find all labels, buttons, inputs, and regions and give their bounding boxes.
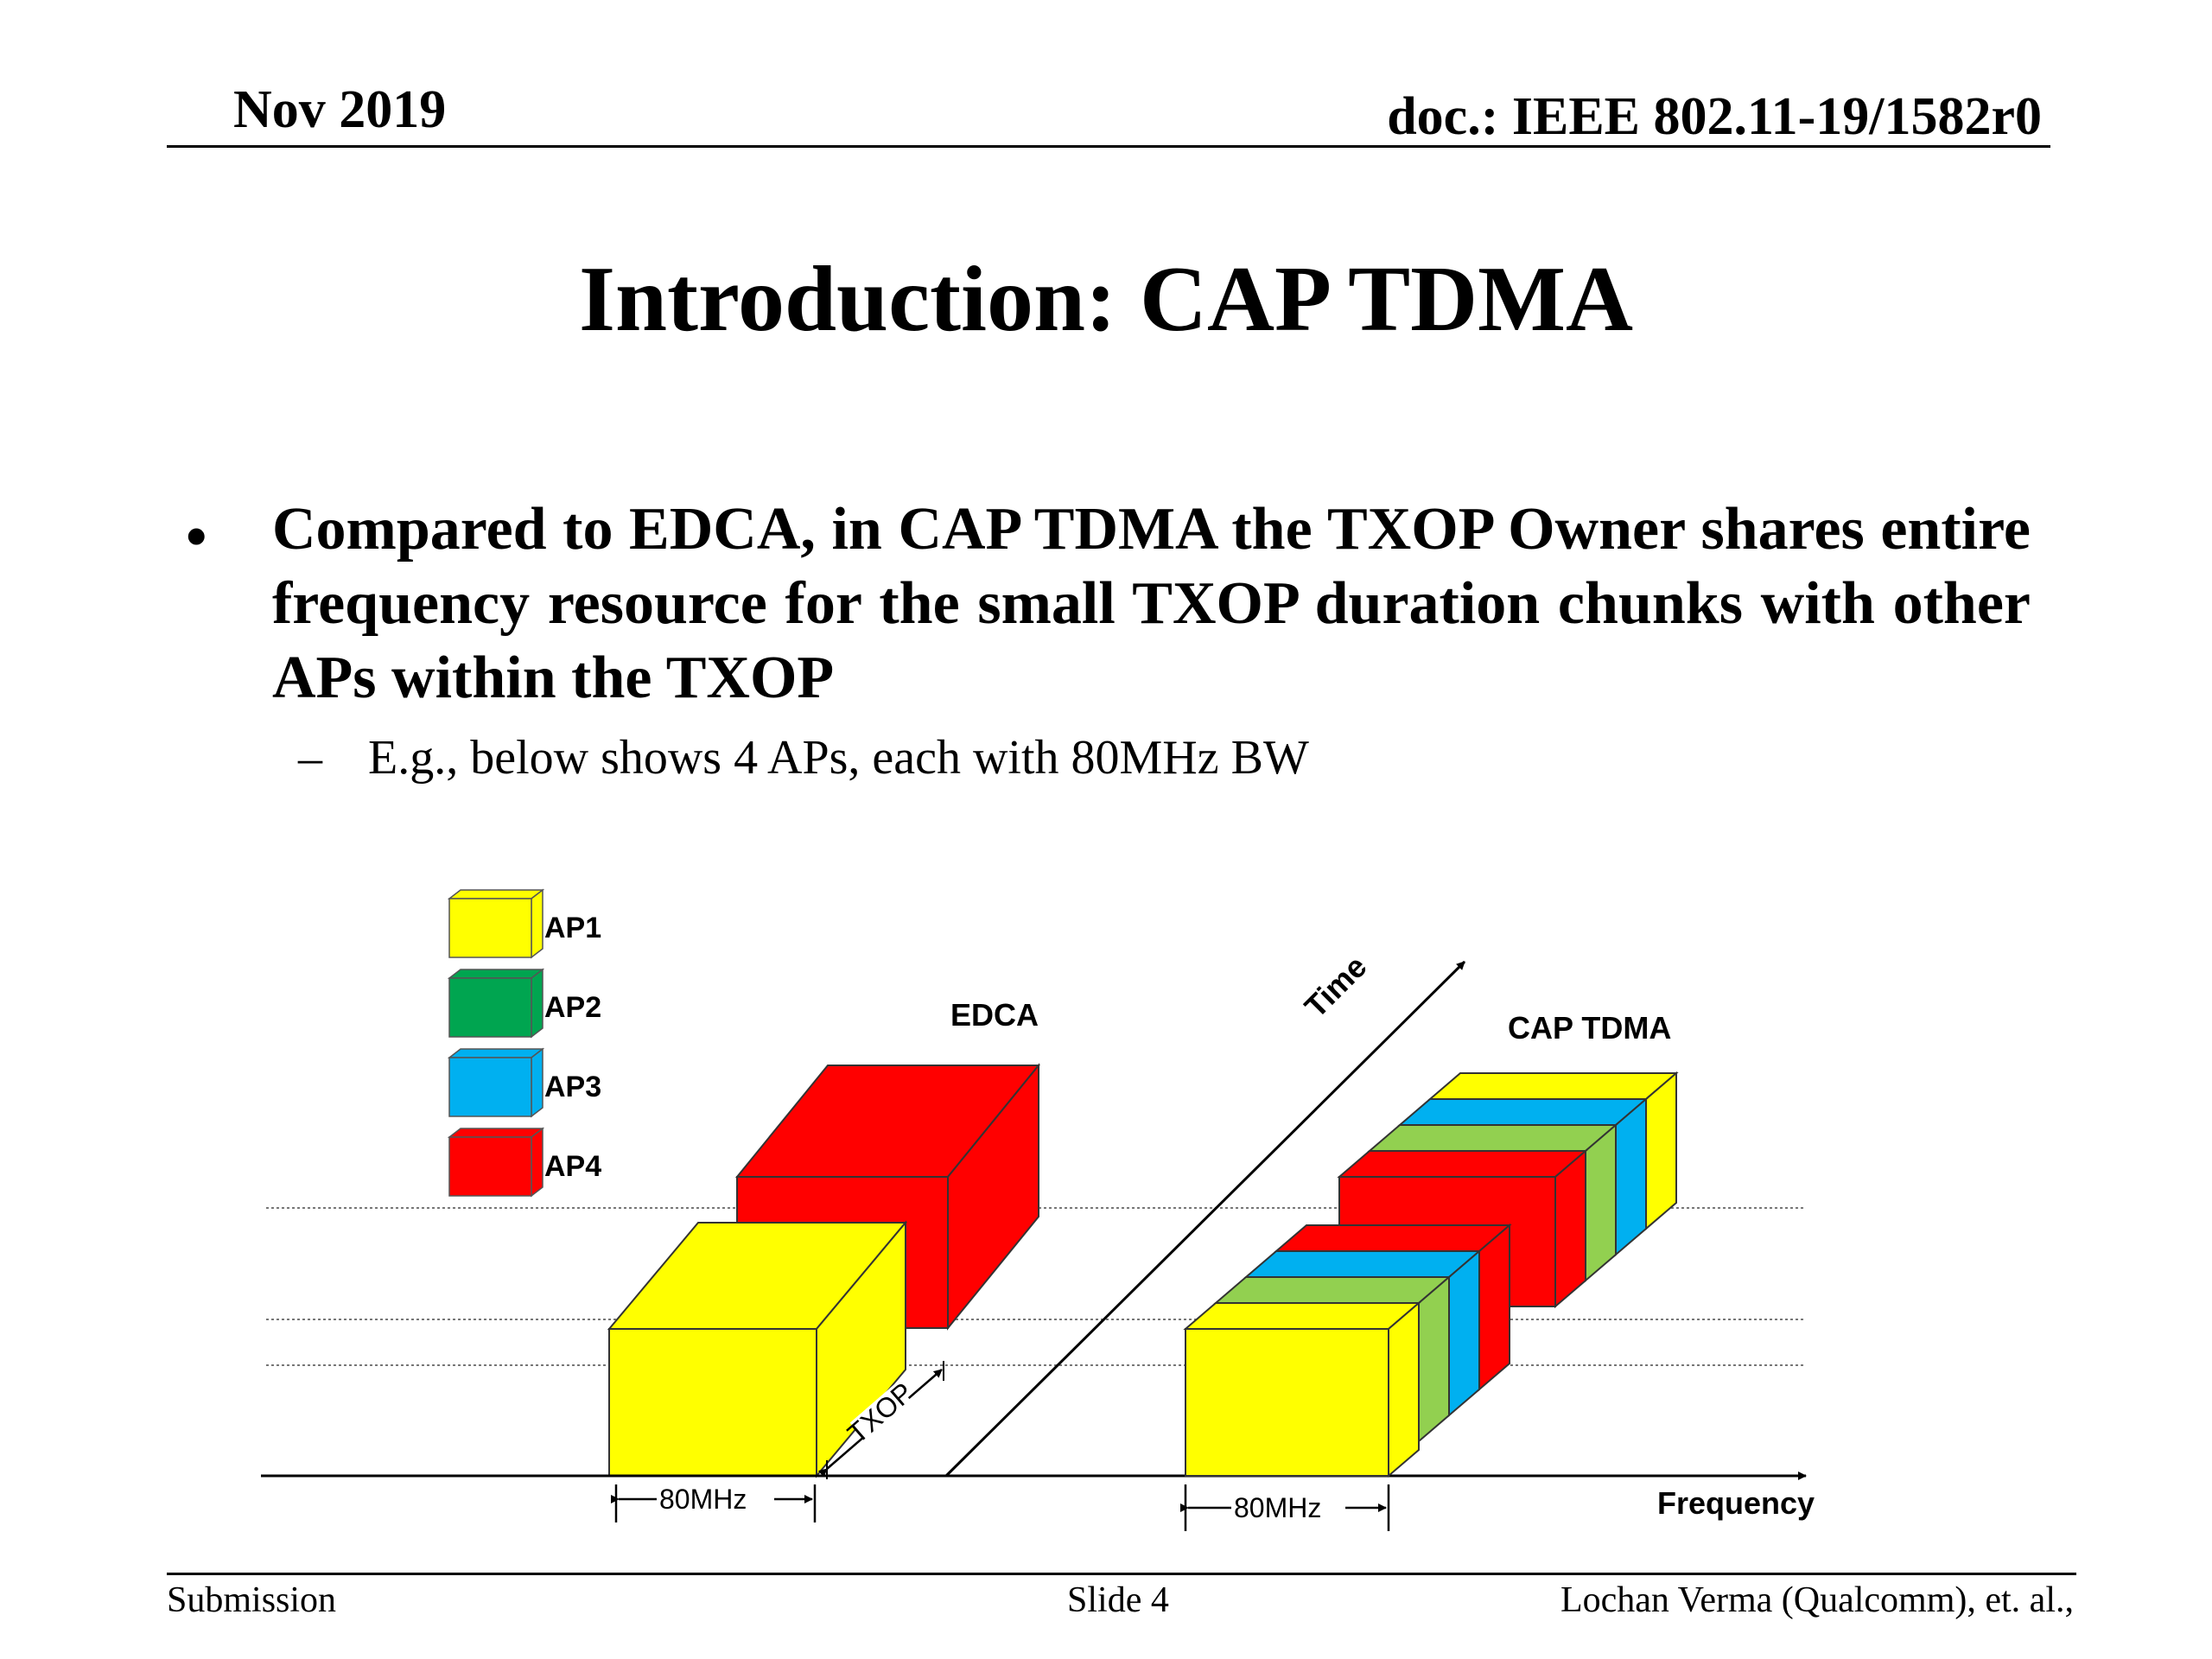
bullet-marker: •	[186, 504, 207, 570]
header-doc-id: doc.: IEEE 802.11-19/1582r0	[1387, 87, 2042, 146]
header-date: Nov 2019	[233, 80, 447, 139]
footer-submission: Submission	[167, 1580, 337, 1620]
legend-ap1-label: AP1	[544, 912, 601, 944]
legend-ap4	[447, 1127, 545, 1198]
legend-ap2-label: AP2	[544, 991, 601, 1024]
legend-ap4-label: AP4	[544, 1150, 601, 1183]
legend-ap2	[447, 968, 545, 1039]
footer-slide-number: Slide 4	[1067, 1580, 1169, 1620]
time-label: Time	[1298, 949, 1374, 1025]
frequency-label: Frequency	[1657, 1485, 1815, 1521]
legend-ap1-swatch	[447, 889, 545, 899]
cap-tdma-label: CAP TDMA	[1508, 1010, 1671, 1046]
bullet-text: Compared to EDCA, in CAP TDMA the TXOP O…	[272, 496, 2031, 711]
edca-bandwidth-label: 80MHz	[659, 1484, 747, 1515]
time-axis	[944, 960, 1466, 1478]
sub-bullet-text: E.g., below shows 4 APs, each with 80MHz…	[368, 731, 1309, 785]
legend-ap1	[447, 888, 545, 959]
edca-bandwidth-marker	[611, 1484, 817, 1522]
footer-author: Lochan Verma (Qualcomm), et. al.,	[1560, 1580, 2074, 1620]
edca-label: EDCA	[950, 997, 1039, 1033]
cap-tdma-bandwidth-marker	[1180, 1484, 1390, 1531]
legend-ap3-label: AP3	[544, 1071, 601, 1103]
edca-ap1-cube	[607, 1220, 908, 1478]
sub-bullet-marker: –	[298, 731, 322, 785]
legend-ap3	[447, 1047, 545, 1118]
footer-rule	[167, 1573, 2076, 1575]
cap-tdma-bandwidth-label: 80MHz	[1234, 1492, 1321, 1523]
cap-tdma-block-front	[1183, 1223, 1512, 1478]
slide-title: Introduction: CAP TDMA	[578, 248, 1634, 351]
header-rule	[167, 145, 2050, 148]
